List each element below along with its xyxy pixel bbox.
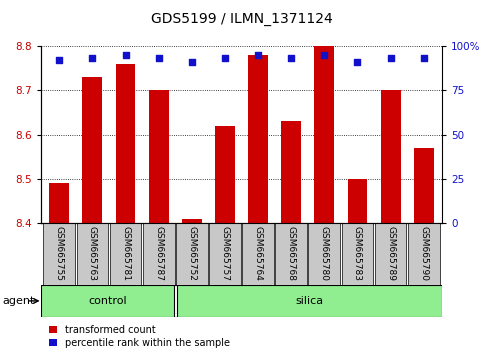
Point: [254, 52, 262, 58]
Bar: [414, 148, 434, 223]
Text: control: control: [88, 296, 127, 306]
Bar: [115, 64, 135, 223]
Bar: [281, 121, 301, 223]
Bar: [176, 223, 208, 285]
Bar: [215, 126, 235, 223]
Text: GSM665764: GSM665764: [254, 226, 263, 281]
Bar: [43, 223, 75, 285]
Bar: [41, 285, 173, 317]
Point: [188, 59, 196, 65]
Bar: [76, 223, 108, 285]
Point: [56, 57, 63, 63]
Bar: [143, 223, 174, 285]
Bar: [275, 223, 307, 285]
Bar: [375, 223, 407, 285]
Bar: [49, 183, 69, 223]
Text: GSM665752: GSM665752: [187, 226, 196, 281]
Text: GSM665755: GSM665755: [55, 226, 64, 281]
Text: GSM665781: GSM665781: [121, 226, 130, 281]
Bar: [381, 90, 400, 223]
Text: GSM665780: GSM665780: [320, 226, 329, 281]
Point: [354, 59, 361, 65]
Bar: [177, 285, 442, 317]
Bar: [209, 223, 241, 285]
Bar: [182, 219, 202, 223]
Bar: [248, 55, 268, 223]
Point: [287, 56, 295, 61]
Text: silica: silica: [296, 296, 324, 306]
Text: GSM665768: GSM665768: [287, 226, 296, 281]
Bar: [341, 223, 373, 285]
Text: GSM665787: GSM665787: [154, 226, 163, 281]
Point: [122, 52, 129, 58]
Text: GDS5199 / ILMN_1371124: GDS5199 / ILMN_1371124: [151, 12, 332, 27]
Point: [155, 56, 163, 61]
Text: GSM665790: GSM665790: [419, 226, 428, 281]
Bar: [110, 223, 142, 285]
Bar: [149, 90, 169, 223]
Text: agent: agent: [2, 296, 35, 306]
Point: [221, 56, 229, 61]
Text: GSM665757: GSM665757: [220, 226, 229, 281]
Point: [387, 56, 395, 61]
Bar: [309, 223, 340, 285]
Bar: [348, 179, 368, 223]
Text: GSM665763: GSM665763: [88, 226, 97, 281]
Point: [420, 56, 427, 61]
Text: GSM665783: GSM665783: [353, 226, 362, 281]
Bar: [314, 46, 334, 223]
Bar: [83, 77, 102, 223]
Bar: [408, 223, 440, 285]
Bar: [242, 223, 274, 285]
Legend: transformed count, percentile rank within the sample: transformed count, percentile rank withi…: [48, 324, 231, 349]
Point: [88, 56, 96, 61]
Point: [320, 52, 328, 58]
Text: GSM665789: GSM665789: [386, 226, 395, 281]
